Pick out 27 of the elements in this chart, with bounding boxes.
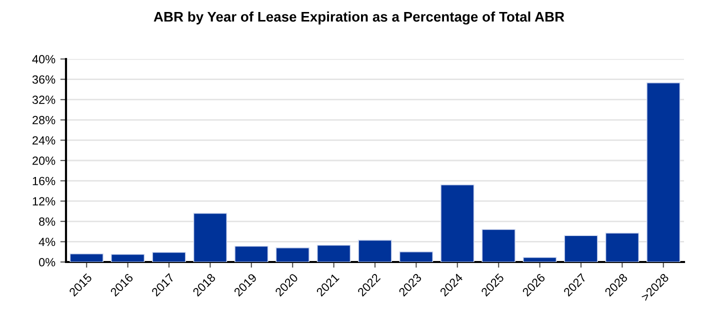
bar [110,254,145,262]
bar [482,229,516,262]
y-tick-label: 40% [32,55,56,64]
y-tick-label: 16% [32,176,56,186]
y-tick-label: 4% [38,238,56,246]
bar [440,184,474,262]
y-tick-label: 28% [32,116,56,124]
y-tick-label: 32% [32,96,56,104]
bar [646,82,680,262]
y-tick-label: 12% [32,197,56,206]
bar [564,235,598,262]
y-tick-label: 24% [32,136,56,145]
bar [276,247,310,262]
y-tick-label: 36% [32,75,56,84]
bar [358,240,392,262]
y-tick-label: 20% [32,156,56,165]
bar [70,253,104,262]
chart-title: ABR by Year of Lease Expiration as a Percentage of Total ABR [154,11,564,25]
bar [152,252,186,262]
y-tick-label: 0% [38,258,56,266]
bar [522,257,557,262]
bar [399,251,434,262]
bar [234,246,268,262]
bar [605,232,640,262]
y-tick-label: 8% [39,217,56,226]
bar [193,212,228,262]
bar [316,244,351,262]
